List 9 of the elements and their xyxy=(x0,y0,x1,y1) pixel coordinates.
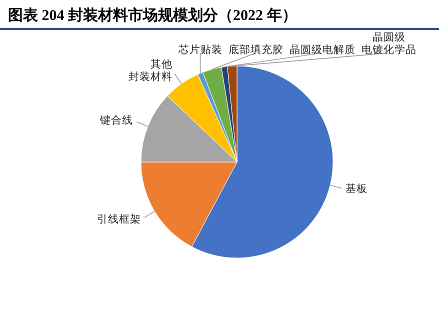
slice-label: 晶圆级电镀化学品 xyxy=(361,32,416,56)
slice-label: 键合线 xyxy=(98,113,133,126)
slice-label: 基板 xyxy=(346,182,368,196)
slice-label: 其他封装材料 xyxy=(128,57,172,83)
slice-label: 底部填充胶 xyxy=(228,43,284,56)
slice-label: 芯片贴装 xyxy=(177,43,222,56)
chart-title: 图表 204 封装材料市场规模划分（2022 年） xyxy=(0,0,439,30)
slice-label: 晶圆级电解质 xyxy=(289,43,356,56)
slice-label: 引线框架 xyxy=(96,212,141,226)
